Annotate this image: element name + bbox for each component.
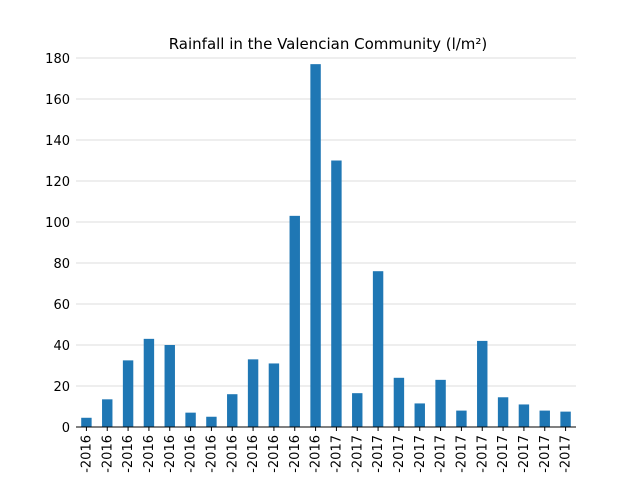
y-tick-label: 140 (45, 134, 70, 149)
y-tick-label: 120 (45, 175, 70, 190)
bar (331, 160, 342, 427)
y-tick-labels: 0 20 40 60 80 100 120 140 160 180 (45, 52, 70, 436)
y-tick-label: 40 (53, 339, 70, 354)
bar (185, 412, 196, 427)
x-tick-label: -2016 (100, 435, 115, 473)
x-tick-labels: -2016 -2016 -2016 -2016 -2016 -2016 -2016 -2016… (79, 427, 574, 473)
x-tick-label: -2016 (79, 435, 94, 473)
bar (227, 394, 238, 427)
bar (518, 404, 530, 427)
x-tick-label: -2017 (371, 435, 386, 473)
x-tick-label: -2016 (204, 435, 219, 473)
y-tick-label: 160 (45, 93, 70, 108)
x-tick-label: -2016 (267, 435, 282, 473)
x-tick-label: -2017 (454, 435, 469, 473)
y-tick-label: 100 (45, 216, 70, 231)
x-tick-label: -2017 (475, 435, 490, 473)
bar (206, 416, 217, 427)
bar (247, 359, 259, 427)
chart-title: Rainfall in the Valencian Community (l/m… (169, 35, 488, 53)
x-tick-label: -2017 (329, 435, 344, 473)
bar (477, 340, 488, 427)
x-tick-label: -2016 (121, 435, 136, 473)
bar (310, 64, 321, 428)
bar (102, 399, 113, 427)
x-tick-label: -2017 (496, 435, 511, 473)
y-tick-label: 20 (53, 380, 70, 395)
bar (414, 403, 425, 427)
y-tick-label: 60 (53, 298, 70, 313)
bar (393, 377, 405, 427)
x-tick-label: -2016 (163, 435, 178, 473)
x-tick-label: -2016 (246, 435, 261, 473)
y-tick-label: 80 (53, 257, 70, 272)
bar (372, 271, 384, 427)
x-tick-label: -2016 (142, 435, 157, 473)
bar (122, 360, 134, 427)
x-tick-label: -2017 (350, 435, 365, 473)
x-tick-label: -2016 (288, 435, 303, 473)
bar (289, 215, 300, 427)
bar (352, 393, 363, 427)
y-tick-label: 180 (45, 52, 70, 67)
x-tick-label: -2017 (392, 435, 407, 473)
bar (81, 417, 92, 427)
bar (560, 411, 571, 427)
bar (497, 397, 509, 427)
gridlines (76, 57, 576, 387)
x-tick-label: -2017 (517, 435, 532, 473)
bar (268, 363, 280, 427)
bar (456, 410, 467, 427)
bars (81, 64, 571, 428)
x-tick-label: -2016 (225, 435, 240, 473)
bar (143, 338, 155, 427)
y-tick-label: 0 (62, 421, 70, 436)
x-tick-label: -2017 (434, 435, 449, 473)
x-tick-label: -2016 (309, 435, 324, 473)
x-tick-label: -2016 (184, 435, 199, 473)
bar (435, 379, 446, 427)
bar (539, 410, 550, 427)
x-tick-label: -2017 (538, 435, 553, 473)
bar (164, 345, 175, 427)
x-tick-label: -2017 (559, 435, 574, 473)
x-tick-label: -2017 (413, 435, 428, 473)
